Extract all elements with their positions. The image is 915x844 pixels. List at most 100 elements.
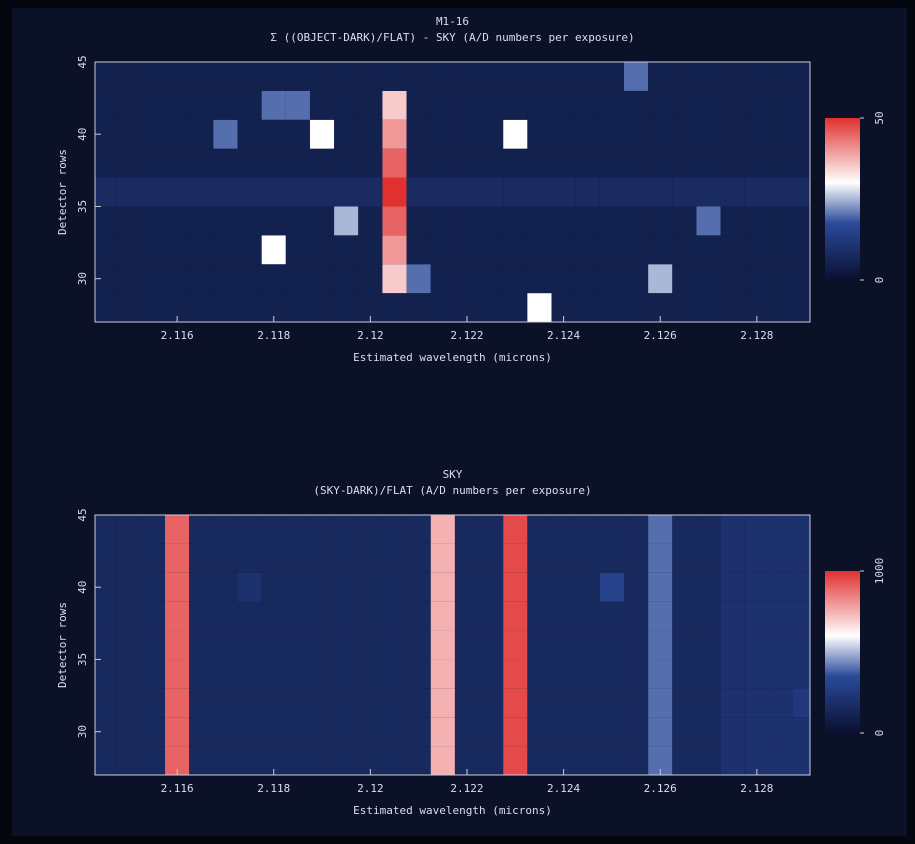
heat-cell <box>672 235 697 265</box>
heat-cell <box>334 119 359 149</box>
heat-cell <box>213 515 238 544</box>
heat-cell <box>696 543 721 573</box>
heat-cell <box>189 235 214 265</box>
heat-cell <box>793 630 810 660</box>
heat-cell <box>648 177 673 207</box>
y-tick-label: 30 <box>76 272 89 285</box>
heat-cell <box>430 688 455 718</box>
heat-cell <box>503 148 528 178</box>
heat-cell <box>334 515 359 544</box>
heat-cell <box>454 601 480 631</box>
heat-cell <box>261 148 286 178</box>
heat-cell <box>672 572 697 602</box>
heat-cell <box>720 572 745 602</box>
heat-cell <box>334 572 359 602</box>
heat-cell <box>551 717 576 747</box>
heat-cell <box>793 119 810 149</box>
heat-cell <box>213 206 238 236</box>
heat-cell <box>213 688 238 718</box>
heat-cell <box>575 659 600 689</box>
heat-cell <box>454 119 480 149</box>
heat-cell <box>189 264 214 294</box>
heat-cell <box>527 148 552 178</box>
heat-cell <box>672 630 697 660</box>
heat-cell <box>213 90 238 120</box>
heat-cell <box>237 515 262 544</box>
y-tick-label: 35 <box>76 200 89 213</box>
heat-cell <box>599 206 625 236</box>
x-tick-label: 2.12 <box>357 782 384 795</box>
heat-cell <box>527 746 552 775</box>
heat-cell <box>95 659 117 689</box>
heat-cell <box>720 148 745 178</box>
heat-cell <box>285 119 310 149</box>
heat-cell <box>95 601 117 631</box>
x-axis-label: Estimated wavelength (microns) <box>353 351 552 364</box>
heat-cell <box>744 90 769 120</box>
x-tick-label: 2.128 <box>740 782 773 795</box>
heat-cell <box>599 177 625 207</box>
heat-cell <box>116 62 141 91</box>
y-axis-label: Detector rows <box>56 149 69 235</box>
heat-cell <box>116 206 141 236</box>
x-tick-label: 2.118 <box>257 782 290 795</box>
heat-cell <box>165 717 190 747</box>
heat-cell <box>744 119 769 149</box>
heat-cell <box>648 264 673 294</box>
heat-cell <box>599 90 625 120</box>
heat-cell <box>696 206 721 236</box>
heat-cell <box>503 717 528 747</box>
heat-cell <box>720 206 745 236</box>
heat-cell <box>116 717 141 747</box>
heat-cell <box>95 688 117 718</box>
heat-cell <box>454 148 480 178</box>
plot-frame <box>94 514 811 776</box>
heat-cell <box>479 515 504 544</box>
heat-cell <box>116 515 141 544</box>
heat-cell <box>454 543 480 573</box>
colorbar <box>825 118 860 280</box>
heat-cell <box>624 206 649 236</box>
heat-cell <box>648 630 673 660</box>
heat-cell <box>140 601 166 631</box>
heat-cell <box>768 659 794 689</box>
chart-subtitle: (SKY-DARK)/FLAT (A/D numbers per exposur… <box>313 484 591 497</box>
heat-cell <box>696 688 721 718</box>
x-tick-label: 2.126 <box>644 782 677 795</box>
heat-cell <box>768 746 794 775</box>
heat-cell <box>189 119 214 149</box>
heat-cell <box>285 90 310 120</box>
heat-cell <box>696 62 721 91</box>
heat-cell <box>793 659 810 689</box>
heat-cell <box>309 264 335 294</box>
heat-cell <box>334 148 359 178</box>
heat-cell <box>599 601 625 631</box>
heat-cell <box>95 235 117 265</box>
heat-cell <box>672 659 697 689</box>
heat-cell <box>189 515 214 544</box>
heat-cell <box>285 659 310 689</box>
heat-cell <box>334 235 359 265</box>
colorbar-tick-label: 1000 <box>873 558 886 585</box>
heat-cell <box>551 659 576 689</box>
heat-cell <box>599 688 625 718</box>
heat-cell <box>261 235 286 265</box>
heat-cell <box>768 293 794 322</box>
heat-cell <box>599 293 625 322</box>
heat-cell <box>575 206 600 236</box>
heat-cell <box>624 235 649 265</box>
heat-cell <box>95 630 117 660</box>
plot-frame <box>94 61 811 323</box>
heat-cell <box>189 601 214 631</box>
heat-cell <box>261 688 286 718</box>
heat-cell <box>527 235 552 265</box>
heat-cell <box>599 235 625 265</box>
heat-cell <box>358 235 383 265</box>
heat-cell <box>116 148 141 178</box>
heat-cell <box>624 543 649 573</box>
heat-cell <box>527 659 552 689</box>
heat-cell <box>720 293 745 322</box>
heat-cell <box>189 572 214 602</box>
heat-cell <box>189 177 214 207</box>
heat-cell <box>285 630 310 660</box>
